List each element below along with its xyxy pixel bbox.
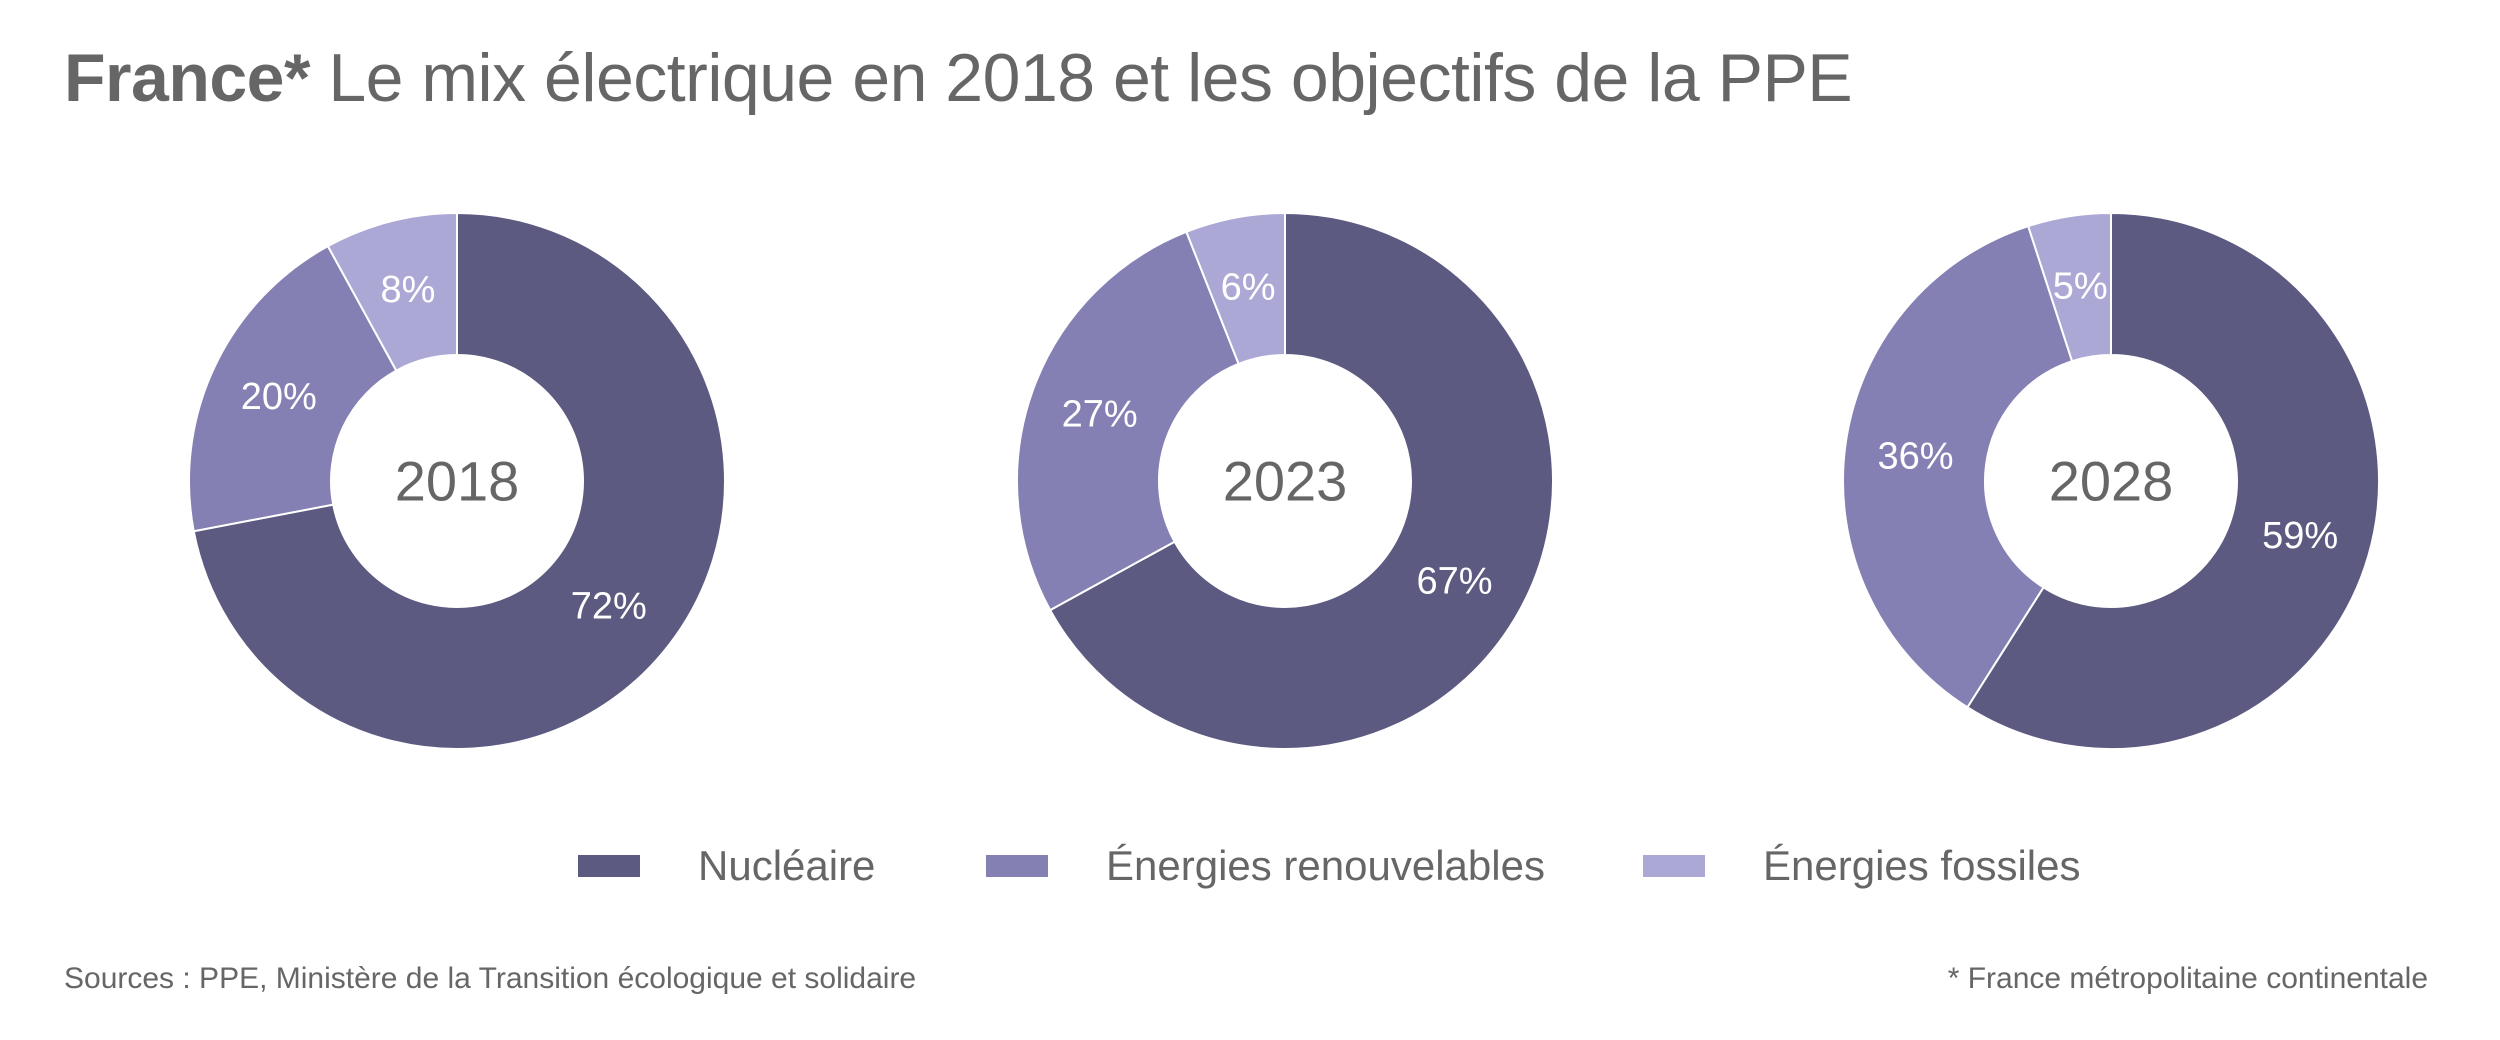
donut-2018: 72% 20% 8% 2018 <box>188 211 726 750</box>
value-label-2028-renouvelables: 36% <box>1878 435 1954 477</box>
donut-year-label: 2018 <box>395 450 520 513</box>
donut-2028: 59% 36% 5% 2028 <box>1842 211 2380 750</box>
sources-note: Sources : PPE, Ministère de la Transitio… <box>64 962 917 995</box>
slice-2023-nucleaire <box>1048 211 1554 750</box>
legend-label-fossiles: Énergies fossiles <box>1763 842 2081 889</box>
chart-title-country: France* <box>64 40 310 116</box>
slice-2018-renouvelables <box>188 244 398 533</box>
value-label-2023-nucleaire: 67% <box>1417 560 1493 602</box>
legend-swatch-fossiles <box>1643 855 1705 877</box>
legend: Nucléaire Énergies renouvelables Énergie… <box>0 836 2500 896</box>
value-label-2028-fossiles: 5% <box>2053 265 2108 307</box>
donut-charts: 72% 20% 8% 2018 67% 27% 6% 2023 59% 36% 5% 2028 <box>188 211 2380 750</box>
legend-item-nucleaire: Nucléaire <box>578 836 875 896</box>
value-label-2018-nucleaire: 72% <box>571 586 647 628</box>
chart-title: France* Le mix électrique en 2018 et les… <box>64 38 1853 118</box>
value-label-2018-fossiles: 8% <box>381 269 436 311</box>
legend-item-fossiles: Énergies fossiles <box>1643 836 2080 896</box>
legend-item-renouvelables: Énergies renouvelables <box>986 836 1545 896</box>
value-label-2023-fossiles: 6% <box>1221 266 1276 308</box>
slice-2028-renouvelables <box>1842 224 2074 709</box>
value-label-2028-nucleaire: 59% <box>2262 515 2338 557</box>
value-label-2018-renouvelables: 20% <box>241 376 317 418</box>
slice-2018-nucleaire <box>192 211 726 750</box>
slice-2028-nucleaire <box>1966 211 2380 750</box>
donut-year-label: 2023 <box>1223 450 1348 513</box>
slice-2023-fossiles <box>1185 211 1286 366</box>
chart-title-text: Le mix électrique en 2018 et les objecti… <box>309 40 1853 116</box>
slice-2028-fossiles <box>2026 211 2112 363</box>
slice-2023-renouvelables <box>1016 230 1240 612</box>
donut-year-label: 2028 <box>2049 450 2174 513</box>
legend-label-renouvelables: Énergies renouvelables <box>1106 842 1545 889</box>
value-label-2023-renouvelables: 27% <box>1062 393 1138 435</box>
donut-2023: 67% 27% 6% 2023 <box>1016 211 1554 750</box>
footnote: * France métropolitaine continentale <box>1947 962 2428 995</box>
legend-swatch-renouvelables <box>986 855 1048 877</box>
legend-label-nucleaire: Nucléaire <box>698 842 876 889</box>
slice-2018-fossiles <box>326 211 458 372</box>
legend-swatch-nucleaire <box>578 855 640 877</box>
